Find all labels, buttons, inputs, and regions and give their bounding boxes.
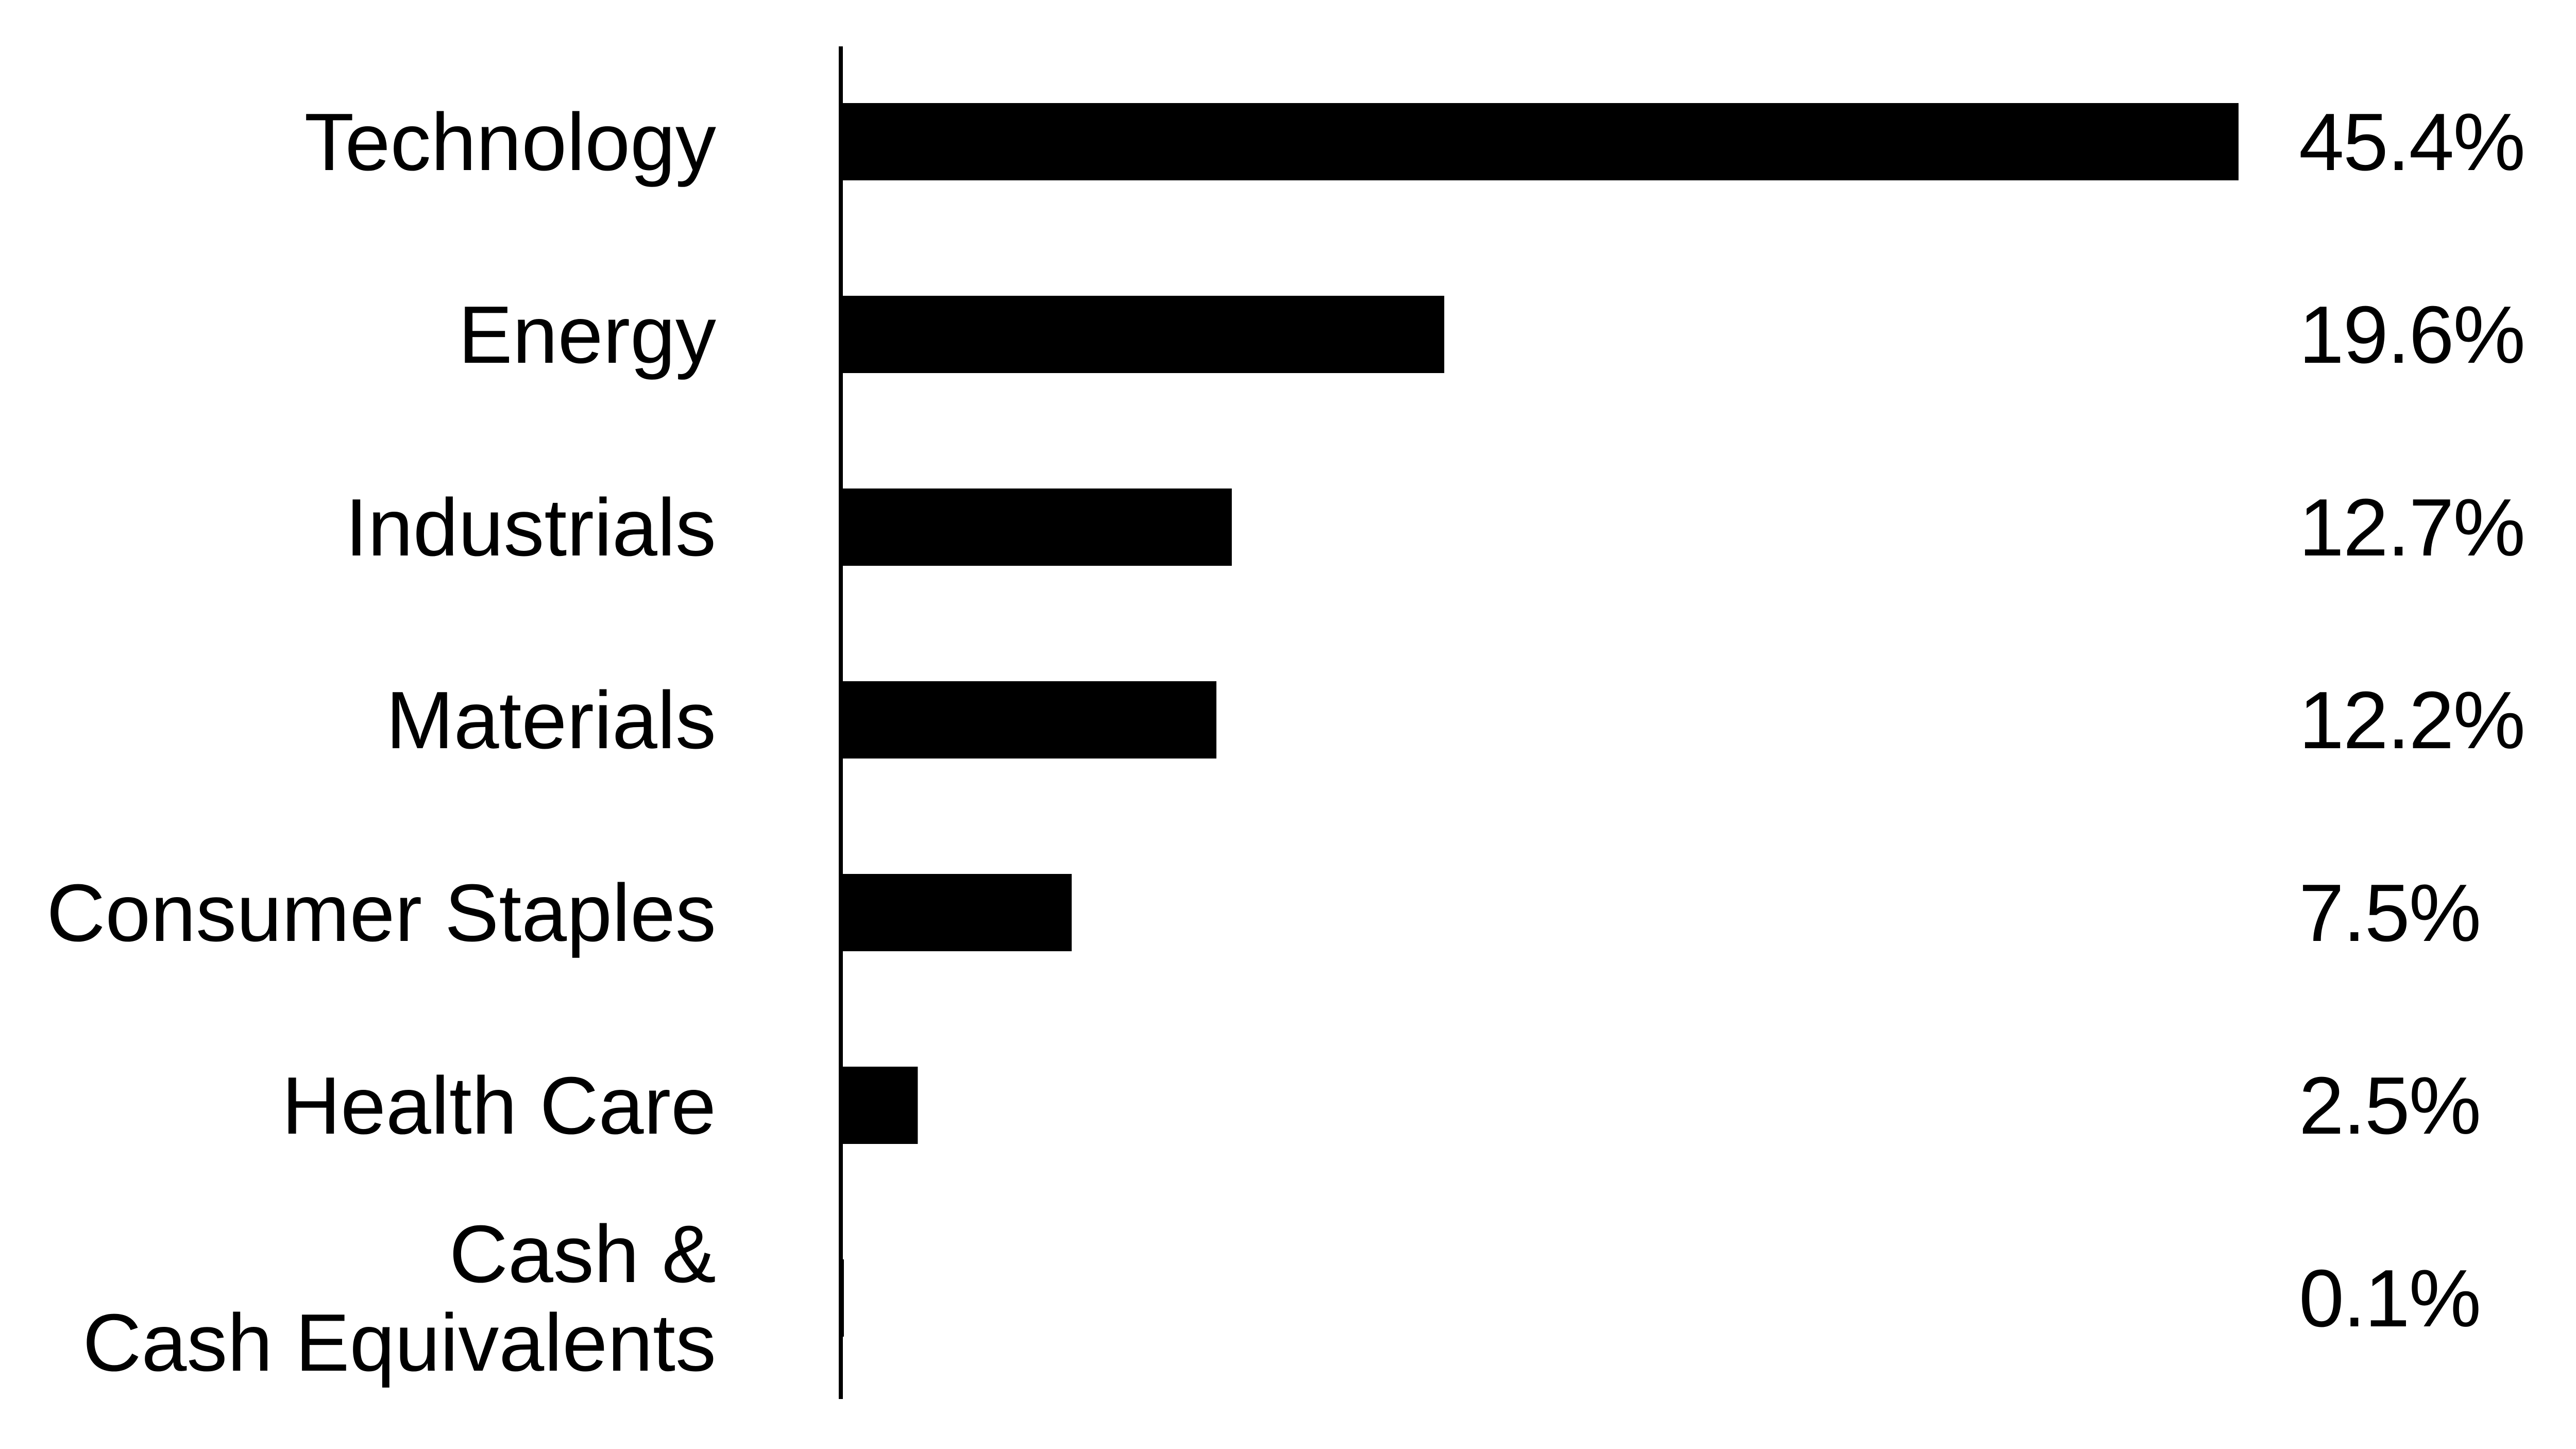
category-label-line: Materials bbox=[386, 675, 716, 766]
value-label-3: 12.2% bbox=[2299, 675, 2524, 766]
bar-3 bbox=[841, 681, 1217, 759]
bar-group bbox=[841, 103, 2239, 1337]
category-label-3: Materials bbox=[386, 675, 716, 766]
category-label-group: Technology Energy Industrials Materials Cons… bbox=[46, 97, 716, 1388]
category-label-5: Health Care bbox=[282, 1060, 716, 1151]
value-label-0: 45.4% bbox=[2299, 97, 2524, 188]
bar-4 bbox=[841, 874, 1072, 951]
category-label-6: Cash & Cash Equivalents bbox=[82, 1209, 716, 1388]
category-label-line: Health Care bbox=[282, 1060, 716, 1151]
value-label-group: 45.4% 19.6% 12.7% 12.2% 7.5% 2.5% 0.1% bbox=[2299, 97, 2526, 1344]
category-label-line: Industrials bbox=[345, 482, 716, 573]
bar-5 bbox=[841, 1067, 918, 1144]
category-label-1: Energy bbox=[458, 290, 716, 380]
category-label-line: Consumer Staples bbox=[46, 868, 716, 958]
category-label-line: Energy bbox=[458, 290, 716, 380]
category-label-line: Technology bbox=[304, 97, 716, 188]
value-label-1: 19.6% bbox=[2299, 290, 2524, 380]
value-label-2: 12.7% bbox=[2299, 482, 2524, 573]
value-label-4: 7.5% bbox=[2299, 868, 2480, 958]
bar-1 bbox=[841, 296, 1445, 373]
value-label-5: 2.5% bbox=[2299, 1060, 2480, 1151]
bar-0 bbox=[841, 103, 2239, 180]
category-label-line: Cash & bbox=[449, 1209, 716, 1300]
bar-6 bbox=[841, 1259, 844, 1337]
bar-2 bbox=[841, 488, 1232, 566]
category-label-4: Consumer Staples bbox=[46, 868, 716, 958]
category-label-2: Industrials bbox=[345, 482, 716, 573]
category-label-line: Cash Equivalents bbox=[82, 1298, 716, 1388]
category-label-0: Technology bbox=[304, 97, 716, 188]
value-label-6: 0.1% bbox=[2299, 1253, 2480, 1344]
